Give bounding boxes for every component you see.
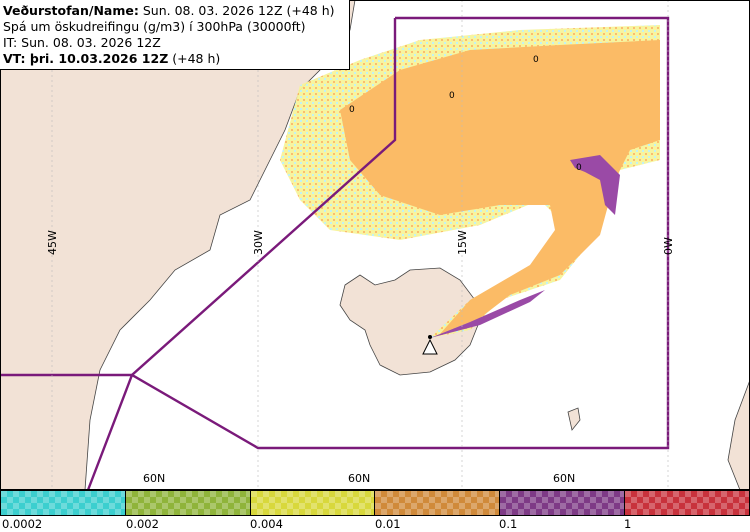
legend-cell-6 (625, 491, 749, 515)
info-line-4: VT: þri. 10.03.2026 12Z (+48 h) (3, 51, 345, 67)
legend-label-4: 0.01 (375, 517, 401, 531)
legend-cell-2 (125, 491, 251, 515)
fir-boundary-line (0, 16, 670, 450)
info-agency: Veðurstofan/Name: (3, 3, 139, 18)
lat-label-60n-2: 60N (348, 472, 370, 485)
lon-label-0w: 0W (662, 237, 675, 255)
legend-label-2: 0.002 (126, 517, 159, 531)
legend-cell-3 (250, 491, 376, 515)
legend-label-6: 1 (624, 517, 632, 531)
volcano-point-icon (428, 335, 432, 339)
info-line-1: Veðurstofan/Name: Sun. 08. 03. 2026 12Z … (3, 3, 345, 19)
contour-label-2: 0 (449, 91, 455, 101)
legend-labels: 0.0002 0.002 0.004 0.01 0.1 1 (0, 517, 750, 532)
legend-cell-1 (1, 491, 126, 515)
info-valid-time: VT: þri. 10.03.2026 12Z (3, 51, 169, 66)
legend-label-3: 0.004 (250, 517, 283, 531)
contour-label-4: 0 (576, 163, 582, 173)
contour-label-1: 0 (533, 55, 539, 65)
ash-cloud-purple (430, 155, 620, 338)
norway-land (727, 379, 750, 490)
legend-label-1: 0.0002 (2, 517, 43, 531)
info-line-3: IT: Sun. 08. 03. 2026 12Z (3, 35, 161, 50)
info-run-time: Sun. 08. 03. 2026 12Z (+48 h) (142, 3, 335, 18)
lat-label-60n-1: 60N (143, 472, 165, 485)
ash-cloud-core (340, 40, 660, 334)
info-line-2: Spá um öskudreifingu (g/m3) í 300hPa (30… (3, 19, 306, 34)
info-lead-time: (+48 h) (172, 51, 221, 66)
forecast-info-box: Veðurstofan/Name: Sun. 08. 03. 2026 12Z … (0, 0, 350, 70)
lat-label-60n-3: 60N (553, 472, 575, 485)
legend-color-bar (0, 490, 750, 516)
lon-label-15w: 15W (456, 230, 469, 255)
lon-label-30w: 30W (252, 230, 265, 255)
contour-label-3: 0 (349, 105, 355, 115)
legend-cell-5 (500, 491, 626, 515)
lon-label-45w: 45W (46, 230, 59, 255)
concentration-legend: 0.0002 0.002 0.004 0.01 0.1 1 (0, 490, 750, 532)
legend-cell-4 (375, 491, 501, 515)
iceland-land (339, 267, 481, 376)
volcano-marker-icon (422, 338, 438, 355)
fir-boundary-line-2 (86, 18, 397, 490)
ash-forecast-map: 45W 30W 15W 0W 60N 60N 60N 0 0 0 0 (0, 0, 750, 490)
legend-label-5: 0.1 (499, 517, 518, 531)
faroe-land (567, 407, 581, 431)
